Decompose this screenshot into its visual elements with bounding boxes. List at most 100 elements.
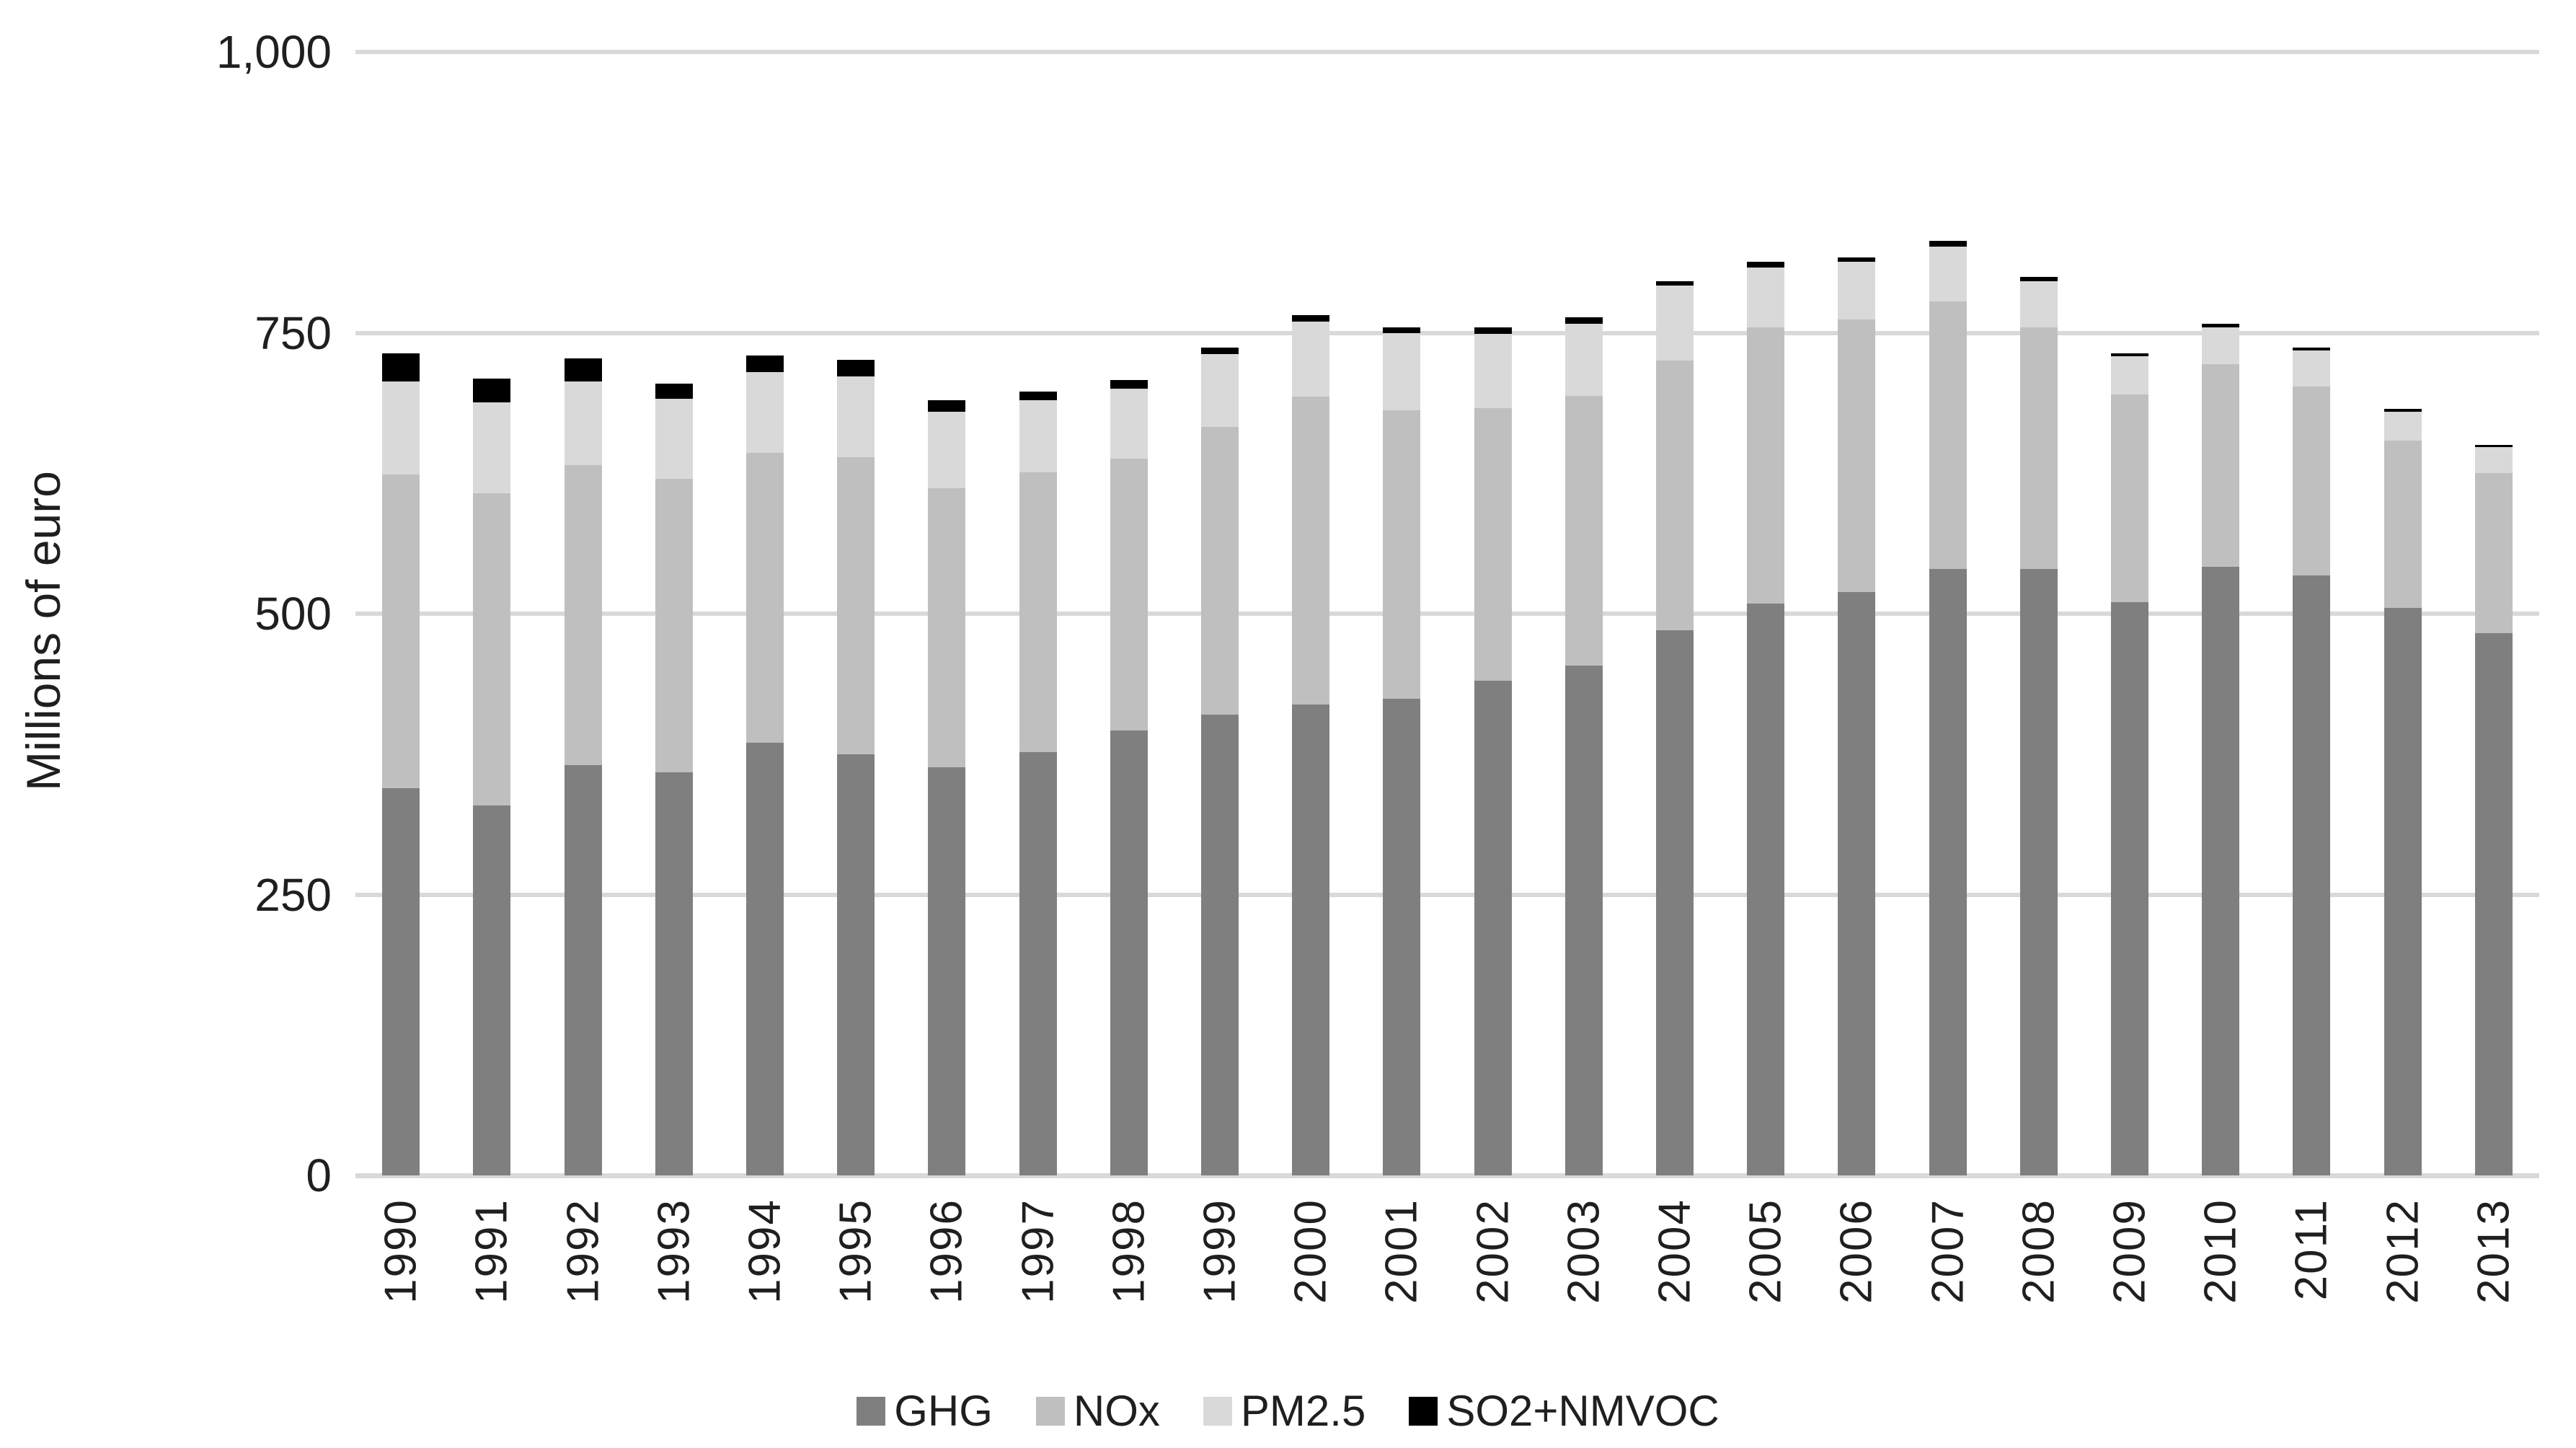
bar-segment-nox-1998 bbox=[1110, 459, 1148, 731]
x-tick-label-1997: 1997 bbox=[1013, 1198, 1063, 1304]
bar-segment-ghg-2000 bbox=[1292, 705, 1330, 1175]
bar-2002 bbox=[1474, 327, 1512, 1175]
legend-label: NOx bbox=[1073, 1387, 1160, 1435]
legend-item-so2-nmvoc: SO2+NMVOC bbox=[1409, 1386, 1719, 1436]
bar-segment-ghg-2010 bbox=[2202, 566, 2240, 1175]
bar-segment-ghg-2001 bbox=[1383, 699, 1421, 1175]
bar-segment-pm2-5-1997 bbox=[1019, 400, 1057, 472]
bar-segment-nox-1999 bbox=[1200, 427, 1239, 715]
bar-segment-nox-2004 bbox=[1656, 361, 1694, 631]
bar-segment-so2-nmvoc-2012 bbox=[2384, 409, 2422, 412]
bar-2001 bbox=[1383, 327, 1421, 1175]
x-tick-label-1992: 1992 bbox=[558, 1198, 608, 1304]
x-tick-label-2011: 2011 bbox=[2286, 1198, 2337, 1301]
legend-label: PM2.5 bbox=[1240, 1387, 1366, 1435]
legend: GHG NOx PM2.5 SO2+NMVOC bbox=[0, 1386, 2576, 1436]
bar-segment-ghg-2006 bbox=[1838, 592, 1876, 1175]
bar-segment-so2-nmvoc-2011 bbox=[2293, 347, 2331, 351]
bar-segment-pm2-5-2002 bbox=[1474, 334, 1512, 408]
bar-1990 bbox=[382, 353, 420, 1175]
bar-segment-ghg-2004 bbox=[1656, 630, 1694, 1175]
bar-2003 bbox=[1564, 317, 1603, 1175]
bar-segment-ghg-2012 bbox=[2384, 608, 2422, 1175]
bar-segment-ghg-2005 bbox=[1747, 603, 1785, 1175]
bar-segment-nox-2000 bbox=[1292, 397, 1330, 705]
bar-segment-ghg-2011 bbox=[2293, 575, 2331, 1175]
bar-segment-ghg-1990 bbox=[382, 787, 420, 1175]
bar-segment-nox-1991 bbox=[473, 493, 511, 806]
gridline-250 bbox=[355, 892, 2539, 897]
bar-segment-nox-2005 bbox=[1747, 327, 1785, 604]
bar-segment-so2-nmvoc-1991 bbox=[473, 379, 511, 403]
x-tick-label-2007: 2007 bbox=[1923, 1198, 1973, 1304]
bar-2008 bbox=[2019, 276, 2058, 1175]
bar-segment-so2-nmvoc-1999 bbox=[1200, 347, 1239, 355]
bar-segment-pm2-5-1991 bbox=[473, 402, 511, 494]
bar-2000 bbox=[1292, 314, 1330, 1175]
bar-2005 bbox=[1747, 262, 1785, 1175]
x-tick-label-2002: 2002 bbox=[1468, 1198, 1518, 1304]
bar-segment-so2-nmvoc-2002 bbox=[1474, 327, 1512, 335]
bar-segment-ghg-2009 bbox=[2111, 602, 2149, 1175]
bar-segment-nox-1993 bbox=[655, 479, 693, 772]
bar-segment-pm2-5-2011 bbox=[2293, 350, 2331, 387]
bar-segment-pm2-5-2012 bbox=[2384, 411, 2422, 441]
bar-segment-pm2-5-1998 bbox=[1110, 389, 1148, 459]
x-tick-label-1990: 1990 bbox=[376, 1198, 426, 1304]
bar-segment-pm2-5-1993 bbox=[655, 399, 693, 480]
bar-segment-nox-1992 bbox=[564, 465, 602, 766]
bar-2009 bbox=[2111, 353, 2149, 1175]
y-tick-label-0: 0 bbox=[306, 1149, 332, 1201]
gridline-0 bbox=[355, 1173, 2539, 1178]
bar-segment-ghg-1991 bbox=[473, 805, 511, 1175]
bar-segment-pm2-5-1999 bbox=[1200, 354, 1239, 428]
bar-2010 bbox=[2202, 324, 2240, 1175]
bar-1997 bbox=[1019, 391, 1057, 1175]
bar-segment-nox-1996 bbox=[928, 487, 966, 768]
x-tick-label-2013: 2013 bbox=[2469, 1198, 2519, 1304]
bar-segment-so2-nmvoc-1996 bbox=[928, 400, 966, 412]
legend-item-ghg: GHG bbox=[857, 1386, 993, 1436]
bar-segment-so2-nmvoc-1993 bbox=[655, 383, 693, 399]
bar-segment-ghg-1993 bbox=[655, 772, 693, 1175]
bar-segment-ghg-1995 bbox=[837, 754, 875, 1175]
x-tick-label-2000: 2000 bbox=[1285, 1198, 1336, 1304]
bar-segment-pm2-5-2000 bbox=[1292, 321, 1330, 397]
bar-segment-pm2-5-1990 bbox=[382, 381, 420, 474]
bar-segment-nox-1997 bbox=[1019, 472, 1057, 752]
bar-segment-nox-1994 bbox=[745, 453, 784, 743]
bar-segment-pm2-5-1992 bbox=[564, 381, 602, 466]
bar-1993 bbox=[655, 383, 693, 1175]
bar-segment-ghg-1998 bbox=[1110, 730, 1148, 1175]
bar-1995 bbox=[837, 359, 875, 1175]
legend-item-pm2-5: PM2.5 bbox=[1203, 1386, 1366, 1436]
bar-segment-ghg-2003 bbox=[1564, 665, 1603, 1175]
x-tick-label-2009: 2009 bbox=[2104, 1198, 2155, 1304]
bar-segment-ghg-1994 bbox=[745, 743, 784, 1175]
bar-segment-so2-nmvoc-2006 bbox=[1838, 257, 1876, 262]
bar-segment-nox-2001 bbox=[1383, 410, 1421, 699]
bar-1998 bbox=[1110, 379, 1148, 1175]
bar-segment-nox-2012 bbox=[2384, 441, 2422, 609]
bar-segment-nox-2003 bbox=[1564, 395, 1603, 666]
bar-segment-so2-nmvoc-2005 bbox=[1747, 262, 1785, 268]
bar-segment-so2-nmvoc-1995 bbox=[837, 359, 875, 377]
bar-segment-pm2-5-2005 bbox=[1747, 268, 1785, 327]
bar-segment-so2-nmvoc-2003 bbox=[1564, 317, 1603, 325]
bar-segment-so2-nmvoc-2010 bbox=[2202, 324, 2240, 327]
bar-1999 bbox=[1200, 347, 1239, 1175]
bar-segment-so2-nmvoc-2007 bbox=[1929, 240, 1967, 247]
x-tick-label-2006: 2006 bbox=[1831, 1198, 1882, 1304]
bar-segment-ghg-1992 bbox=[564, 765, 602, 1175]
x-tick-label-1991: 1991 bbox=[466, 1198, 517, 1304]
legend-item-nox: NOx bbox=[1035, 1386, 1160, 1436]
bar-segment-so2-nmvoc-2004 bbox=[1656, 281, 1694, 286]
bar-segment-so2-nmvoc-2008 bbox=[2019, 276, 2058, 281]
x-tick-label-1996: 1996 bbox=[921, 1198, 972, 1304]
bar-segment-pm2-5-1994 bbox=[745, 372, 784, 454]
x-tick-label-1993: 1993 bbox=[649, 1198, 699, 1304]
bar-segment-ghg-1997 bbox=[1019, 751, 1057, 1175]
gridline-500 bbox=[355, 612, 2539, 616]
x-tick-label-2010: 2010 bbox=[2195, 1198, 2246, 1304]
